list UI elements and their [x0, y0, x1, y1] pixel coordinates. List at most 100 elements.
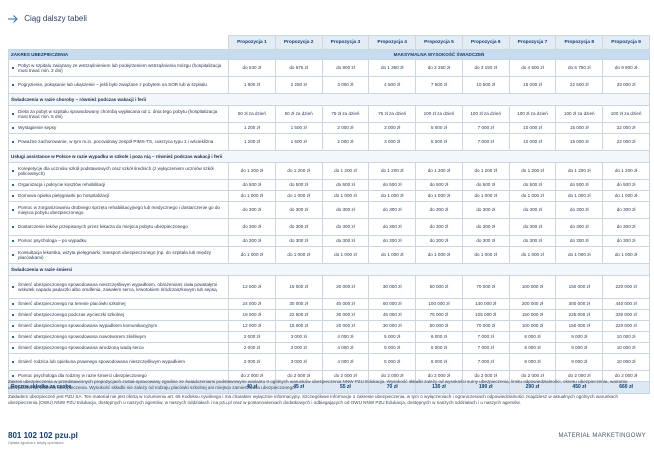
benefit-label: Śmierć ubezpieczonego spowodowana wypadk…	[8, 320, 229, 332]
total-value: 660 zł	[602, 381, 650, 394]
benefit-value: 100 000 zł	[415, 298, 463, 310]
benefit-value: 200 000 zł	[508, 298, 557, 310]
section-title: Usługi assistance w Polsce w razie wypad…	[8, 150, 650, 163]
benefit-value: 150 000 zł	[555, 320, 604, 332]
benefit-value: 3 000 zł	[274, 353, 323, 371]
benefit-value: do 300 zł	[274, 218, 323, 236]
benefit-value: 22 000 zł	[602, 133, 650, 151]
benefit-label: Korepetycje dla uczniów szkół podstawowy…	[8, 162, 229, 180]
benefit-value: do 1 000 zł	[228, 190, 276, 202]
benefit-label: Konsultacja lekarska, wizyta pielęgniark…	[8, 246, 229, 264]
benefit-value: 15 000 zł	[555, 133, 604, 151]
benefit-value: do 4 500 zł	[508, 59, 557, 77]
benefit-value: do 500 zł	[602, 179, 650, 191]
benefit-value: 105 000 zł	[461, 309, 510, 321]
benefit-value: 33 000 zł	[602, 76, 650, 94]
benefit-value: 75 zł za dzień	[368, 105, 417, 123]
benefit-value: 100 zł za dzień	[508, 105, 557, 123]
benefit-value: do 500 zł	[415, 179, 463, 191]
benefit-value: do 1 200 zł	[602, 162, 650, 180]
benefit-value: 225 000 zł	[555, 309, 604, 321]
benefit-row: Dostarczenie leków przepisanych przez le…	[8, 218, 650, 236]
benefit-value: 10 000 zł	[602, 353, 650, 371]
title: Ciąg dalszy tabeli	[24, 14, 87, 23]
benefit-value: 1 500 zł	[274, 122, 323, 134]
benefit-value: 10 000 zł	[508, 122, 557, 134]
benefit-value: do 300 zł	[228, 201, 276, 219]
footnote: Zakładem ubezpieczeń jest PZU SA. Ten ma…	[8, 394, 619, 405]
benefit-row: Śmierć ubezpieczonego na terenie placówk…	[8, 298, 650, 310]
benefit-value: do 500 zł	[368, 179, 417, 191]
column-header: Propozycja 3	[321, 35, 370, 50]
benefit-value: do 300 zł	[508, 218, 557, 236]
benefit-value: 2 000 zł	[228, 342, 276, 354]
benefit-value: 5 000 zł	[368, 342, 417, 354]
benefit-row: Pomoc w zorganizowaniu drobnego sprzętu …	[8, 201, 650, 219]
total-value: 45 zł	[274, 381, 323, 394]
benefit-row: Śmierć ubezpieczonego spowodowana nieszc…	[8, 275, 650, 299]
benefit-value: 30 000 zł	[321, 309, 370, 321]
benefit-value: 15 000 zł	[274, 275, 323, 299]
table-body: ZAKRES UBEZPIECZENIA MAKSYMALNA WYSOKOŚĆ…	[8, 49, 650, 394]
benefit-value: 22 000 zł	[602, 122, 650, 134]
benefit-value: 3 000 zł	[368, 133, 417, 151]
benefit-value: 9 000 zł	[555, 342, 604, 354]
benefit-value: do 500 zł	[555, 179, 604, 191]
benefit-value: 75 zł za dzień	[321, 105, 370, 123]
benefit-value: do 1 000 zł	[602, 246, 650, 264]
benefit-value: 70 000 zł	[461, 320, 510, 332]
benefit-value: 6 000 zł	[415, 331, 463, 343]
benefit-row: Pobyt w szpitalu związany ze wstrząśnien…	[8, 59, 650, 77]
benefit-row: Pogryzienie, pokąsanie lub ukąszenie – j…	[8, 76, 650, 94]
benefit-value: do 1 000 zł	[321, 246, 370, 264]
benefit-value: do 500 zł	[461, 179, 510, 191]
benefit-value: 30 000 zł	[368, 275, 417, 299]
benefit-value: do 300 zł	[415, 218, 463, 236]
benefit-row: Dieta za pobyt w szpitalu spowodowany ch…	[8, 105, 650, 123]
benefit-value: 9 000 zł	[555, 331, 604, 343]
benefit-value: 45 000 zł	[368, 309, 417, 321]
benefit-value: do 1 200 zł	[508, 162, 557, 180]
benefit-value: 7 500 zł	[415, 76, 463, 94]
benefit-value: do 300 zł	[368, 201, 417, 219]
section-title: Świadczenia w razie choroby – również po…	[8, 93, 650, 106]
benefit-value: 3 000 zł	[368, 122, 417, 134]
benefit-row: Poważne zachorowanie, w tym m.in. pocovi…	[8, 133, 650, 151]
benefit-value: do 300 zł	[228, 218, 276, 236]
benefit-value: do 1 000 zł	[415, 246, 463, 264]
benefit-label: Pogryzienie, pokąsanie lub ukąszenie – j…	[8, 76, 229, 94]
benefit-value: 22 500 zł	[555, 76, 604, 94]
benefit-value: 50 000 zł	[415, 275, 463, 299]
benefit-value: 2 000 zł	[321, 122, 370, 134]
header-row: Propozycja 1 Propozycja 2 Propozycja 3 Prop…	[8, 35, 650, 50]
benefit-value: 100 zł za dzień	[555, 105, 604, 123]
column-header: Propozycja 8	[555, 35, 604, 50]
marketing-label: MATERIAŁ MARKETINGOWY	[558, 433, 646, 439]
benefit-value: do 300 zł	[555, 235, 604, 247]
benefit-value: 7 000 zł	[461, 122, 510, 134]
benefit-label: Śmierć ubezpieczonego na terenie placówk…	[8, 298, 229, 310]
arrow-icon	[8, 15, 18, 23]
benefit-row: Śmierć ubezpieczonego spowodowana wrodzo…	[8, 342, 650, 354]
section-title: Świadczenia w razie śmierci	[8, 263, 650, 276]
benefit-value: 7 000 zł	[461, 331, 510, 343]
benefit-value: do 1 000 zł	[508, 190, 557, 202]
total-value: 55 zł	[321, 381, 370, 394]
benefit-value: 7 000 zł	[461, 353, 510, 371]
benefit-value: do 1 200 zł	[555, 162, 604, 180]
benefit-value: do 1 350 zł	[368, 59, 417, 77]
total-label: Roczna składka za osobę	[8, 381, 229, 394]
benefit-value: 50 zł za dzień	[228, 105, 276, 123]
benefit-value: 2 000 zł	[228, 353, 276, 371]
section-row: Usługi assistance w Polsce w razie wypad…	[8, 150, 650, 163]
benefit-value: do 1 000 zł	[274, 190, 323, 202]
benefit-value: 3 000 zł	[321, 76, 370, 94]
benefit-value: do 300 zł	[602, 235, 650, 247]
benefit-value: do 9 900 zł	[602, 59, 650, 77]
benefit-row: Śmierć ubezpieczonego podczas wycieczki …	[8, 309, 650, 321]
benefit-label: Domowa opieka pielęgniarki po hospitaliz…	[8, 190, 229, 202]
benefit-value: 3 000 zł	[274, 342, 323, 354]
benefit-value: 24 000 zł	[228, 298, 276, 310]
column-header: Propozycja 9	[602, 35, 650, 50]
benefit-row: Pomoc psychologa – po wypadku do 300 zł do…	[8, 235, 650, 247]
